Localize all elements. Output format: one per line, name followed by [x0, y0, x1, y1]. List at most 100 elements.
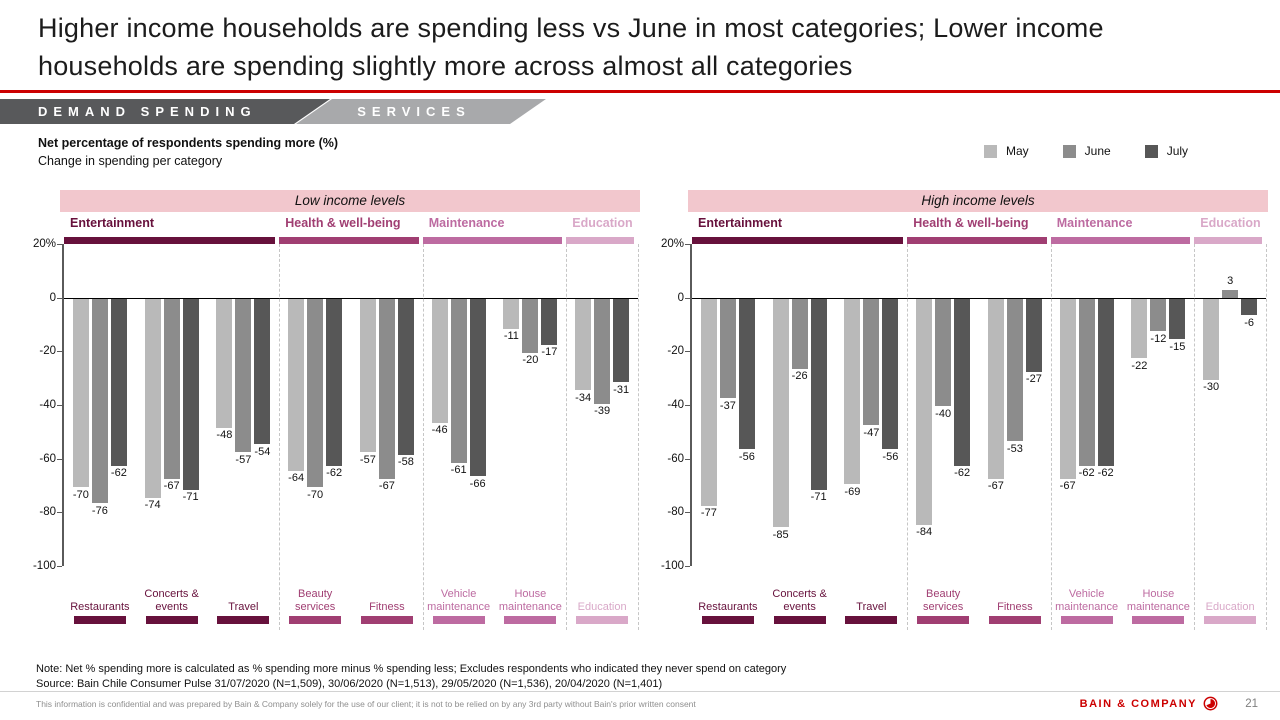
x-axis-label: Restaurants	[698, 600, 758, 613]
category-header-label: Health & well-being	[913, 216, 1029, 230]
bar-july	[397, 299, 414, 455]
y-axis-label: -80	[667, 506, 684, 519]
category-header-label: Education	[1200, 216, 1261, 230]
bar-july	[469, 299, 486, 477]
y-axis-tick	[685, 244, 690, 245]
category-header: Education	[1194, 216, 1266, 244]
slide-title: Higher income households are spending le…	[38, 13, 1104, 81]
zero-baseline	[692, 297, 1266, 300]
legend-label-june: June	[1084, 144, 1111, 158]
y-axis-tick	[685, 351, 690, 353]
x-axis-label: House maintenance	[1126, 588, 1190, 613]
x-axis-group: Concerts & events	[136, 566, 208, 626]
x-axis-category-swatch	[360, 616, 413, 624]
x-axis-group: Concerts & events	[764, 566, 836, 626]
category-separator	[638, 244, 639, 630]
income-band-title: Low income levels	[60, 190, 640, 212]
y-axis-label: -40	[39, 399, 56, 411]
bar-value-label: -77	[700, 507, 717, 520]
category-separator	[566, 244, 568, 630]
bar-value-label: -62	[110, 467, 127, 480]
y-axis-tick	[57, 566, 62, 567]
y-axis-label: -40	[667, 399, 684, 411]
bar-june	[863, 299, 880, 426]
bar-june	[719, 299, 736, 399]
bar-value-label: -47	[863, 426, 880, 439]
legend-item-june: June	[1062, 144, 1111, 158]
category-header: Entertainment	[692, 216, 907, 244]
bar-value-label: -15	[1169, 340, 1186, 353]
x-axis-label: House maintenance	[498, 588, 562, 613]
bar-june	[235, 299, 252, 453]
legend-swatch-june	[1062, 144, 1076, 158]
bar-value-label: -67	[163, 480, 180, 493]
bar-june	[1006, 299, 1023, 442]
x-axis-group: Vehicle maintenance	[423, 566, 495, 626]
bar-july	[1169, 299, 1186, 340]
bar-value-label: -64	[288, 472, 305, 485]
bar-value-label: -6	[1244, 316, 1255, 329]
bar-june	[163, 299, 180, 479]
x-axis-label: Vehicle maintenance	[427, 588, 491, 613]
bar-may	[1131, 299, 1148, 359]
category-header: Health & well-being	[279, 216, 423, 244]
category-header-row: Entertainment Health & well-being Maintena…	[692, 216, 1268, 244]
bar-july	[882, 299, 899, 450]
bar-value-label: -70	[307, 488, 324, 501]
legend-label-may: May	[1006, 144, 1029, 158]
legend-label-july: July	[1166, 144, 1189, 158]
x-axis-category-swatch	[1060, 616, 1113, 624]
x-axis-group: Beauty services	[907, 566, 979, 626]
bar-may	[987, 299, 1004, 479]
bar-value-label: -31	[613, 383, 630, 396]
x-axis-group: Education	[1194, 566, 1266, 626]
x-axis-category-swatch	[701, 616, 754, 624]
bar-may	[431, 299, 448, 423]
x-axis-category-swatch	[217, 616, 270, 624]
bar-may	[216, 299, 233, 428]
x-axis-label: Vehicle maintenance	[1055, 588, 1119, 613]
x-axis-category-swatch	[504, 616, 557, 624]
y-axis-label: -20	[39, 345, 56, 358]
bar-value-label: -57	[359, 453, 376, 466]
bar-value-label: -62	[326, 467, 343, 480]
bar-value-label: -61	[450, 464, 467, 477]
x-axis-label: Fitness	[997, 600, 1033, 613]
confidentiality-disclaimer: This information is confidential and was…	[36, 699, 696, 709]
bar-value-label: -67	[378, 480, 395, 493]
x-axis-category-swatch	[845, 616, 898, 624]
x-axis-label: Concerts & events	[772, 588, 827, 613]
x-axis-label: Travel	[856, 600, 887, 613]
x-axis-group: Restaurants	[64, 566, 136, 626]
x-axis-group: Travel	[208, 566, 280, 626]
bar-july	[182, 299, 199, 490]
bar-may	[1203, 299, 1220, 380]
bar-value-label: -22	[1131, 359, 1148, 372]
y-axis-label: -80	[39, 506, 56, 519]
legend-swatch-may	[984, 144, 997, 158]
y-axis-tick	[57, 244, 62, 245]
x-axis-group: Restaurants	[692, 566, 764, 626]
bar-value-label: -62	[1097, 467, 1114, 480]
category-separator	[279, 244, 281, 630]
x-axis-category-swatch	[145, 616, 198, 624]
x-axis-group: Beauty services	[279, 566, 351, 626]
y-axis-tick	[57, 512, 62, 514]
bar-value-label: -12	[1150, 332, 1167, 345]
x-axis-group: Education	[566, 566, 638, 626]
y-axis-tick	[57, 351, 62, 353]
x-axis-group: Fitness	[979, 566, 1051, 626]
bar-june	[450, 299, 467, 463]
category-header-underline	[907, 237, 1047, 244]
chart-kicker: Net percentage of respondents spending m…	[38, 134, 338, 170]
x-axis-label: Fitness	[369, 600, 405, 613]
bar-june	[307, 299, 324, 487]
bar-value-label: -37	[719, 399, 736, 412]
bar-july	[954, 299, 971, 466]
x-axis-category-swatch	[576, 616, 629, 624]
bar-june	[791, 299, 808, 369]
x-axis-label: Education	[1205, 600, 1255, 613]
bar-value-label: -26	[791, 370, 808, 383]
bar-july	[613, 299, 630, 383]
